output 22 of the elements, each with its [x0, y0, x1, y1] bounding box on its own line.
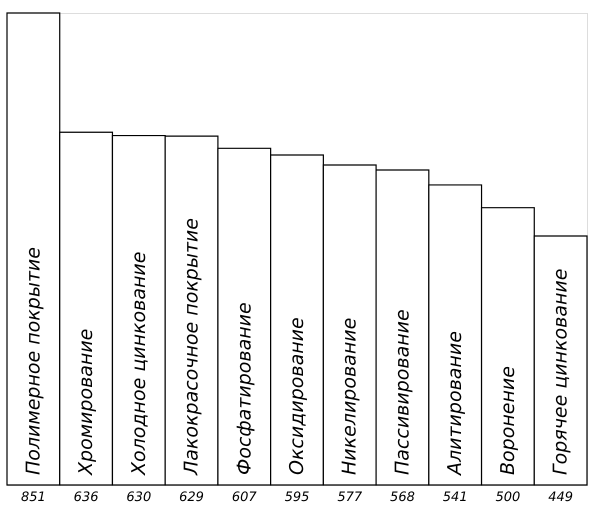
- data-label: 607: [232, 490, 258, 505]
- x-tick-label: Лакокрасочное покрытие: [180, 218, 203, 476]
- data-label: 577: [337, 490, 363, 505]
- x-tick-label: Хромирование: [75, 328, 98, 476]
- data-label: 541: [442, 490, 468, 505]
- data-label: 568: [390, 490, 415, 505]
- x-tick-label: Полимерное покрытие: [22, 247, 44, 475]
- data-label: 629: [179, 490, 204, 505]
- x-tick-label: Горячее цинкование: [550, 268, 572, 475]
- x-tick-label: Никелирование: [338, 318, 361, 475]
- x-tick-label: Оксидирование: [286, 317, 308, 475]
- data-label: 595: [284, 490, 310, 505]
- x-tick-label: Холодное цинкование: [128, 252, 150, 476]
- x-tick-label: Фосфатирование: [233, 302, 256, 475]
- data-label: 636: [74, 490, 99, 505]
- data-label: 630: [126, 490, 152, 505]
- data-label: 449: [548, 490, 574, 505]
- x-tick-label: Алитирование: [444, 331, 466, 477]
- data-label: 851: [20, 490, 46, 505]
- x-tick-label: Воронение: [496, 366, 519, 475]
- x-tick-label: Пассивирование: [391, 309, 414, 475]
- data-label: 500: [495, 490, 520, 505]
